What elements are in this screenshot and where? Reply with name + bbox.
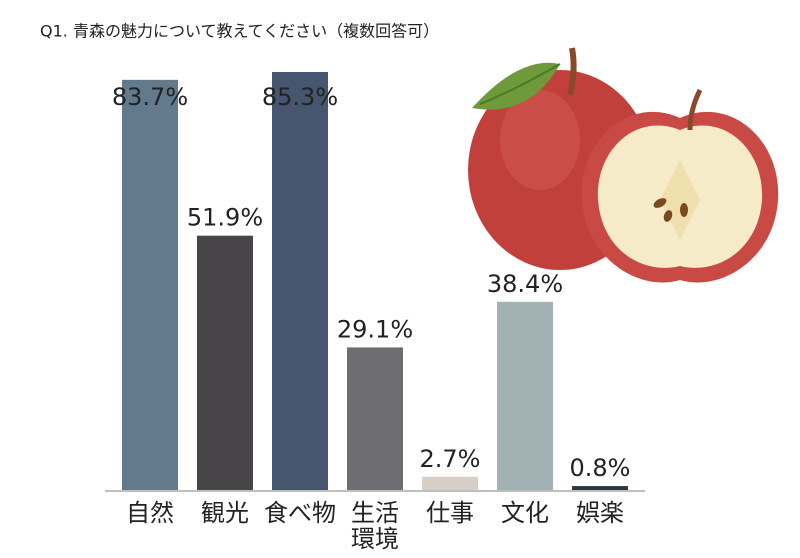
value-label: 85.3% [262,83,338,111]
value-label: 2.7% [420,445,481,473]
bar [572,486,628,490]
x-tick-label: 仕事 [426,499,474,527]
x-tick-label: 食べ物 [264,499,336,527]
chart-title: Q1. 青森の魅力について教えてください（複数回答可） [40,22,439,41]
x-tick-label: 娯楽 [576,499,624,527]
value-label: 0.8% [570,454,631,482]
apple-illustration [468,47,779,283]
bar [497,301,553,490]
bar [197,235,253,490]
x-tick-label: 自然 [126,499,174,527]
bar [347,347,403,490]
value-label: 38.4% [487,270,563,298]
value-label: 29.1% [337,315,413,343]
bar [422,476,478,490]
value-label: 83.7% [112,83,188,111]
bar [272,72,328,490]
x-tick-label: 生活環境 [351,499,399,553]
bar [122,79,178,490]
value-label: 51.9% [187,204,263,232]
x-tick-label: 観光 [201,499,249,527]
x-tick-label: 文化 [501,499,549,527]
